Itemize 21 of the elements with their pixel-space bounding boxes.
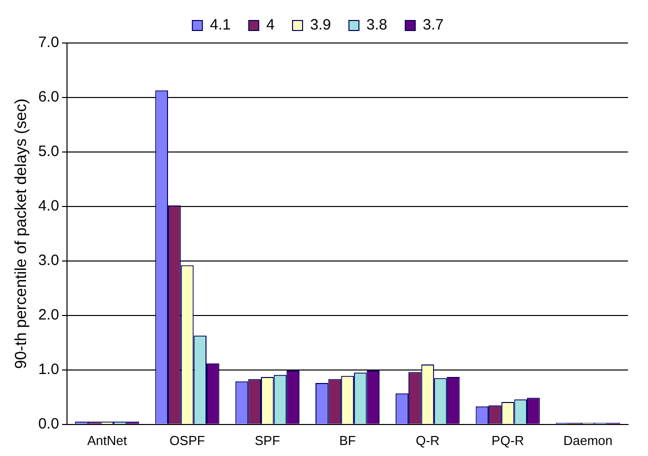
x-tick-label: OSPF bbox=[170, 432, 206, 448]
y-tick-label: 0.0 bbox=[38, 416, 60, 433]
x-tick-label: AntNet bbox=[87, 432, 128, 448]
y-tick-label: 5.0 bbox=[38, 143, 60, 160]
y-tick-label: 1.0 bbox=[38, 361, 60, 378]
y-tick-label: 3.0 bbox=[38, 252, 60, 270]
y-tick-label: 4.0 bbox=[38, 198, 60, 215]
legend-label: 3.8 bbox=[366, 16, 388, 34]
x-tick-label: PQ-R bbox=[492, 432, 524, 448]
legend-label: 3.9 bbox=[310, 16, 331, 34]
x-tick-label: Q-R bbox=[416, 432, 440, 448]
legend-label: 4.1 bbox=[210, 16, 231, 34]
y-tick-label: 2.0 bbox=[38, 306, 60, 324]
legend-label: 4 bbox=[266, 16, 275, 34]
y-axis-title: 90-th percentile of packet delays (sec) bbox=[13, 98, 30, 369]
x-tick-label: BF bbox=[339, 432, 356, 448]
legend-label: 3.7 bbox=[422, 16, 444, 34]
x-tick-label: Daemon bbox=[563, 432, 613, 448]
y-tick-label: 7.0 bbox=[38, 34, 60, 52]
x-tick-label: SPF bbox=[254, 432, 280, 448]
y-tick-label: 6.0 bbox=[38, 88, 60, 106]
